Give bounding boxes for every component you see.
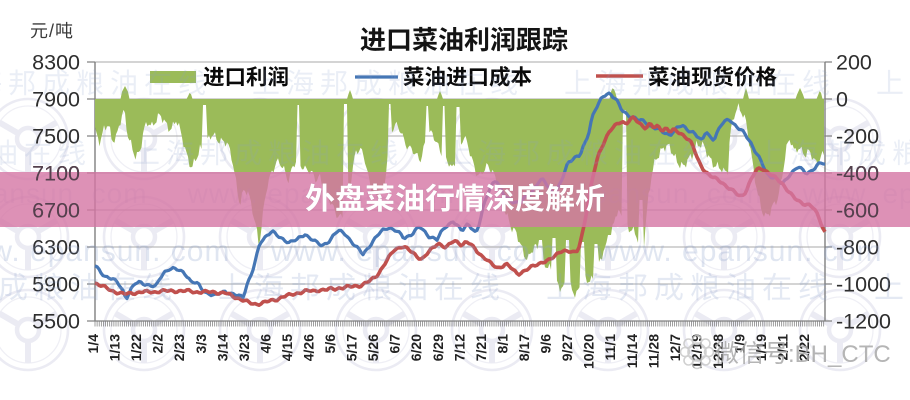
svg-text:6/20: 6/20	[408, 334, 424, 361]
svg-text:-1000: -1000	[836, 273, 891, 297]
svg-text:9/27: 9/27	[559, 334, 575, 361]
svg-text:11/28: 11/28	[645, 334, 661, 368]
svg-text:8300: 8300	[32, 51, 80, 75]
svg-text:www. epansun. com: www. epansun. com	[270, 235, 556, 268]
svg-text:5/26: 5/26	[365, 334, 381, 361]
svg-text:11/1: 11/1	[602, 334, 618, 361]
svg-text:7/12: 7/12	[451, 334, 467, 361]
svg-text:4/6: 4/6	[257, 334, 273, 354]
svg-text:4/26: 4/26	[301, 334, 317, 361]
svg-text:3/23: 3/23	[236, 334, 252, 361]
svg-text:10/20: 10/20	[581, 334, 597, 369]
svg-text:6/29: 6/29	[430, 334, 446, 361]
svg-text:-400: -400	[836, 162, 879, 186]
svg-text:7100: 7100	[32, 162, 80, 186]
svg-text:11/14: 11/14	[624, 334, 640, 368]
svg-text:4/15: 4/15	[279, 334, 295, 361]
svg-text:6/7: 6/7	[387, 334, 403, 354]
svg-text:9/6: 9/6	[538, 334, 554, 354]
svg-text:5/17: 5/17	[344, 334, 360, 361]
svg-text:5/6: 5/6	[322, 334, 338, 354]
svg-text:8/17: 8/17	[516, 334, 532, 361]
svg-text:7/21: 7/21	[473, 334, 489, 361]
svg-text:6700: 6700	[32, 199, 80, 223]
svg-text:-1200: -1200	[836, 310, 891, 334]
svg-text:3/14: 3/14	[214, 334, 230, 361]
svg-text:1/22: 1/22	[128, 334, 144, 361]
svg-text:2/2: 2/2	[150, 334, 166, 354]
svg-text:3/3: 3/3	[193, 334, 209, 354]
svg-text:www. epansun. com: www. epansun. com	[596, 235, 882, 268]
svg-text:1/19: 1/19	[753, 334, 769, 361]
svg-text:2/22: 2/22	[796, 334, 812, 361]
svg-text:8/1: 8/1	[494, 334, 510, 354]
svg-text:2/23: 2/23	[171, 334, 187, 361]
svg-text:12/7: 12/7	[667, 334, 683, 361]
svg-text:/: /	[49, 21, 54, 41]
svg-text:-800: -800	[836, 236, 879, 260]
svg-text:www. epansun. com: www. epansun. com	[0, 235, 230, 268]
svg-text::BH_CTC: :BH_CTC	[788, 341, 891, 368]
svg-text:1/13: 1/13	[107, 334, 123, 361]
svg-text:7900: 7900	[32, 88, 80, 112]
svg-text:5500: 5500	[32, 310, 80, 334]
svg-text:200: 200	[836, 51, 872, 75]
svg-text:0: 0	[836, 88, 848, 112]
svg-text:-600: -600	[836, 199, 879, 223]
svg-text:6300: 6300	[32, 236, 80, 260]
svg-text:1/4: 1/4	[85, 334, 101, 354]
